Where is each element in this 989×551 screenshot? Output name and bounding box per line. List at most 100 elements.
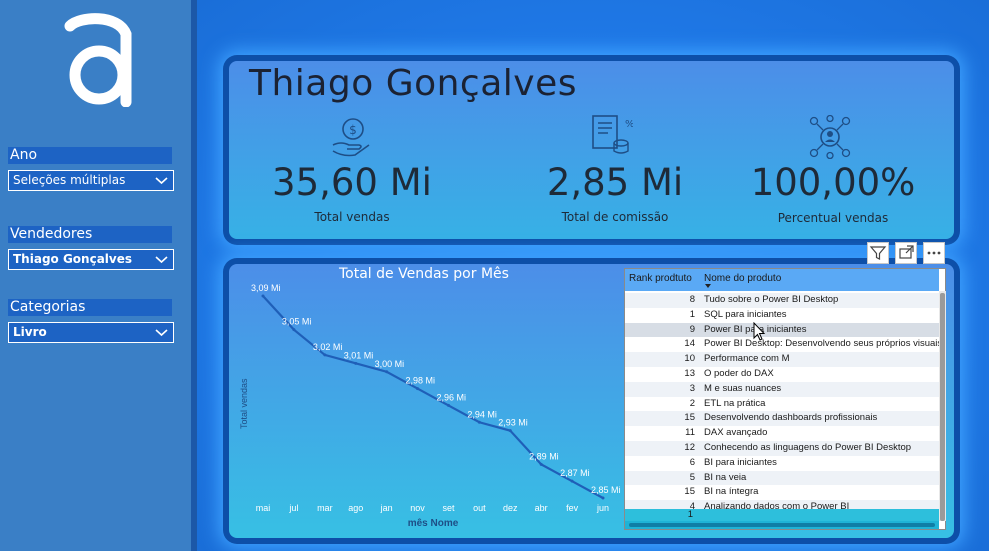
kpi-total-comissao-value: 2,85 Mi — [546, 161, 684, 204]
column-header-name[interactable]: Nome do produto — [704, 273, 782, 284]
table-cell-name: Analizando dados com o Power BI — [704, 501, 850, 509]
table-cell-rank: 5 — [689, 471, 695, 483]
filter-button[interactable] — [867, 242, 889, 264]
table-cell-rank: 2 — [689, 397, 695, 409]
data-label: 3,00 Mi — [375, 359, 405, 369]
data-label: 2,96 Mi — [436, 392, 466, 402]
horizontal-scrollbar-thumb[interactable] — [629, 523, 935, 527]
x-axis-label: mês Nome — [408, 518, 459, 529]
table-cell-rank: 1 — [689, 308, 695, 320]
data-point[interactable] — [570, 479, 574, 483]
table-row[interactable]: 5 BI na veia — [625, 470, 939, 486]
chevron-down-icon — [155, 329, 168, 337]
table-cell-rank: 12 — [684, 441, 695, 453]
x-tick-label: mai — [256, 503, 271, 513]
column-header-rank[interactable]: Rank prodtuto — [629, 273, 692, 284]
slicer-title-vendedores: Vendedores — [8, 226, 172, 243]
sort-descending-icon — [705, 284, 711, 288]
mouse-cursor-icon — [753, 322, 766, 341]
table-cell-rank: 4 — [689, 501, 695, 509]
data-label: 2,87 Mi — [560, 468, 590, 478]
table-body: 8 Tudo sobre o Power BI Desktop 1 SQL para … — [625, 293, 939, 509]
table-row[interactable]: 12 Conhecendo as linguagens do Power BI D… — [625, 440, 939, 456]
seller-name-title: Thiago Gonçalves — [249, 63, 577, 104]
focus-mode-icon — [899, 245, 914, 259]
table-cell-rank: 15 — [684, 486, 695, 498]
data-point[interactable] — [323, 353, 327, 357]
table-total-row: 1 — [625, 509, 939, 521]
products-table[interactable]: Rank prodtuto Nome do produto 8 Tudo sobr… — [624, 268, 946, 530]
data-point[interactable] — [292, 328, 296, 332]
table-cell-name: Desenvolvendo dashboards profissionais — [704, 412, 878, 424]
vertical-scrollbar[interactable] — [939, 291, 946, 521]
data-label: 3,02 Mi — [313, 342, 343, 352]
table-header: Rank prodtuto Nome do produto — [625, 269, 939, 291]
slicer-vendedores-dropdown[interactable]: Thiago Gonçalves — [8, 249, 174, 270]
chart-title: Total de Vendas por Mês — [339, 266, 509, 282]
more-options-button[interactable] — [923, 242, 945, 264]
data-point[interactable] — [416, 387, 420, 391]
data-label: 3,01 Mi — [344, 350, 374, 360]
horizontal-scrollbar[interactable] — [625, 521, 939, 529]
table-row[interactable]: 6 BI para iniciantes — [625, 456, 939, 471]
data-point[interactable] — [601, 496, 605, 500]
kpi-percentual-vendas-value: 100,00% — [750, 161, 916, 204]
x-tick-label: ago — [348, 503, 363, 513]
x-tick-label: jul — [288, 503, 298, 513]
data-label: 3,05 Mi — [282, 317, 312, 327]
data-label: 2,85 Mi — [591, 485, 621, 495]
series-line[interactable] — [262, 295, 604, 499]
x-tick-label: fev — [566, 503, 579, 513]
data-label: 2,94 Mi — [467, 409, 497, 419]
table-cell-name: SQL para iniciantes — [704, 308, 787, 320]
table-row[interactable]: 15 Desenvolvendo dashboards profissionais — [625, 411, 939, 427]
kpi-card-inner: Thiago Gonçalves $ % 35,60 Mi Total — [229, 61, 954, 239]
x-tick-label: out — [473, 503, 486, 513]
table-cell-rank: 15 — [684, 412, 695, 424]
data-point[interactable] — [508, 429, 512, 433]
line-chart[interactable]: 3,09 Mi mai 3,05 Mi jul 3,02 Mi mar 3,01 Mi ago… — [229, 264, 624, 538]
table-row[interactable]: 4 Analizando dados com o Power BI — [625, 500, 939, 509]
slicer-ano-dropdown[interactable]: Seleções múltiplas — [8, 170, 174, 191]
table-cell-rank: 11 — [685, 427, 695, 439]
svg-text:$: $ — [349, 123, 357, 137]
table-cell-name: ETL na prática — [704, 397, 766, 409]
table-row[interactable]: 8 Tudo sobre o Power BI Desktop — [625, 293, 939, 308]
x-tick-label: set — [442, 503, 455, 513]
x-tick-label: abr — [535, 503, 548, 513]
data-point[interactable] — [446, 403, 450, 407]
filter-icon — [869, 246, 887, 260]
table-row[interactable]: 10 Performance com M — [625, 352, 939, 367]
table-row[interactable]: 15 BI na íntegra — [625, 485, 939, 500]
focus-mode-button[interactable] — [895, 242, 917, 264]
vertical-scrollbar-thumb[interactable] — [940, 293, 945, 521]
table-cell-name: Conhecendo as linguagens do Power BI Des… — [704, 441, 912, 453]
slicer-vendedores-value: Thiago Gonçalves — [13, 252, 133, 266]
data-point[interactable] — [385, 370, 389, 374]
more-options-icon — [927, 251, 941, 255]
data-point[interactable] — [261, 294, 265, 298]
x-tick-label: dez — [503, 503, 518, 513]
table-row[interactable]: 2 ETL na prática — [625, 397, 939, 412]
data-point[interactable] — [539, 462, 543, 466]
table-row[interactable]: 14 Power BI Desktop: Desenvolvendo seus p… — [625, 337, 939, 352]
table-cell-rank: 10 — [684, 353, 695, 365]
data-point[interactable] — [354, 361, 358, 365]
table-cell-name: BI na veia — [704, 471, 747, 483]
table-row[interactable]: 1 SQL para iniciantes — [625, 308, 939, 323]
slicer-categorias-dropdown[interactable]: Livro — [8, 322, 174, 343]
money-hand-icon: $ — [332, 118, 370, 157]
slicer-title-ano: Ano — [8, 147, 172, 164]
table-cell-name: O poder do DAX — [704, 367, 774, 379]
data-label: 2,98 Mi — [406, 376, 436, 386]
table-row[interactable]: 13 O poder do DAX — [625, 367, 939, 382]
data-label: 2,89 Mi — [529, 451, 559, 461]
network-people-icon — [809, 115, 851, 159]
table-cell-name: BI na íntegra — [704, 486, 759, 498]
table-cell-name: M e suas nuances — [704, 382, 782, 394]
data-point[interactable] — [477, 420, 481, 424]
kpi-total-vendas-label: Total vendas — [314, 210, 390, 224]
table-row[interactable]: 3 M e suas nuances — [625, 381, 939, 397]
table-row[interactable]: 11 DAX avançado — [625, 426, 939, 441]
